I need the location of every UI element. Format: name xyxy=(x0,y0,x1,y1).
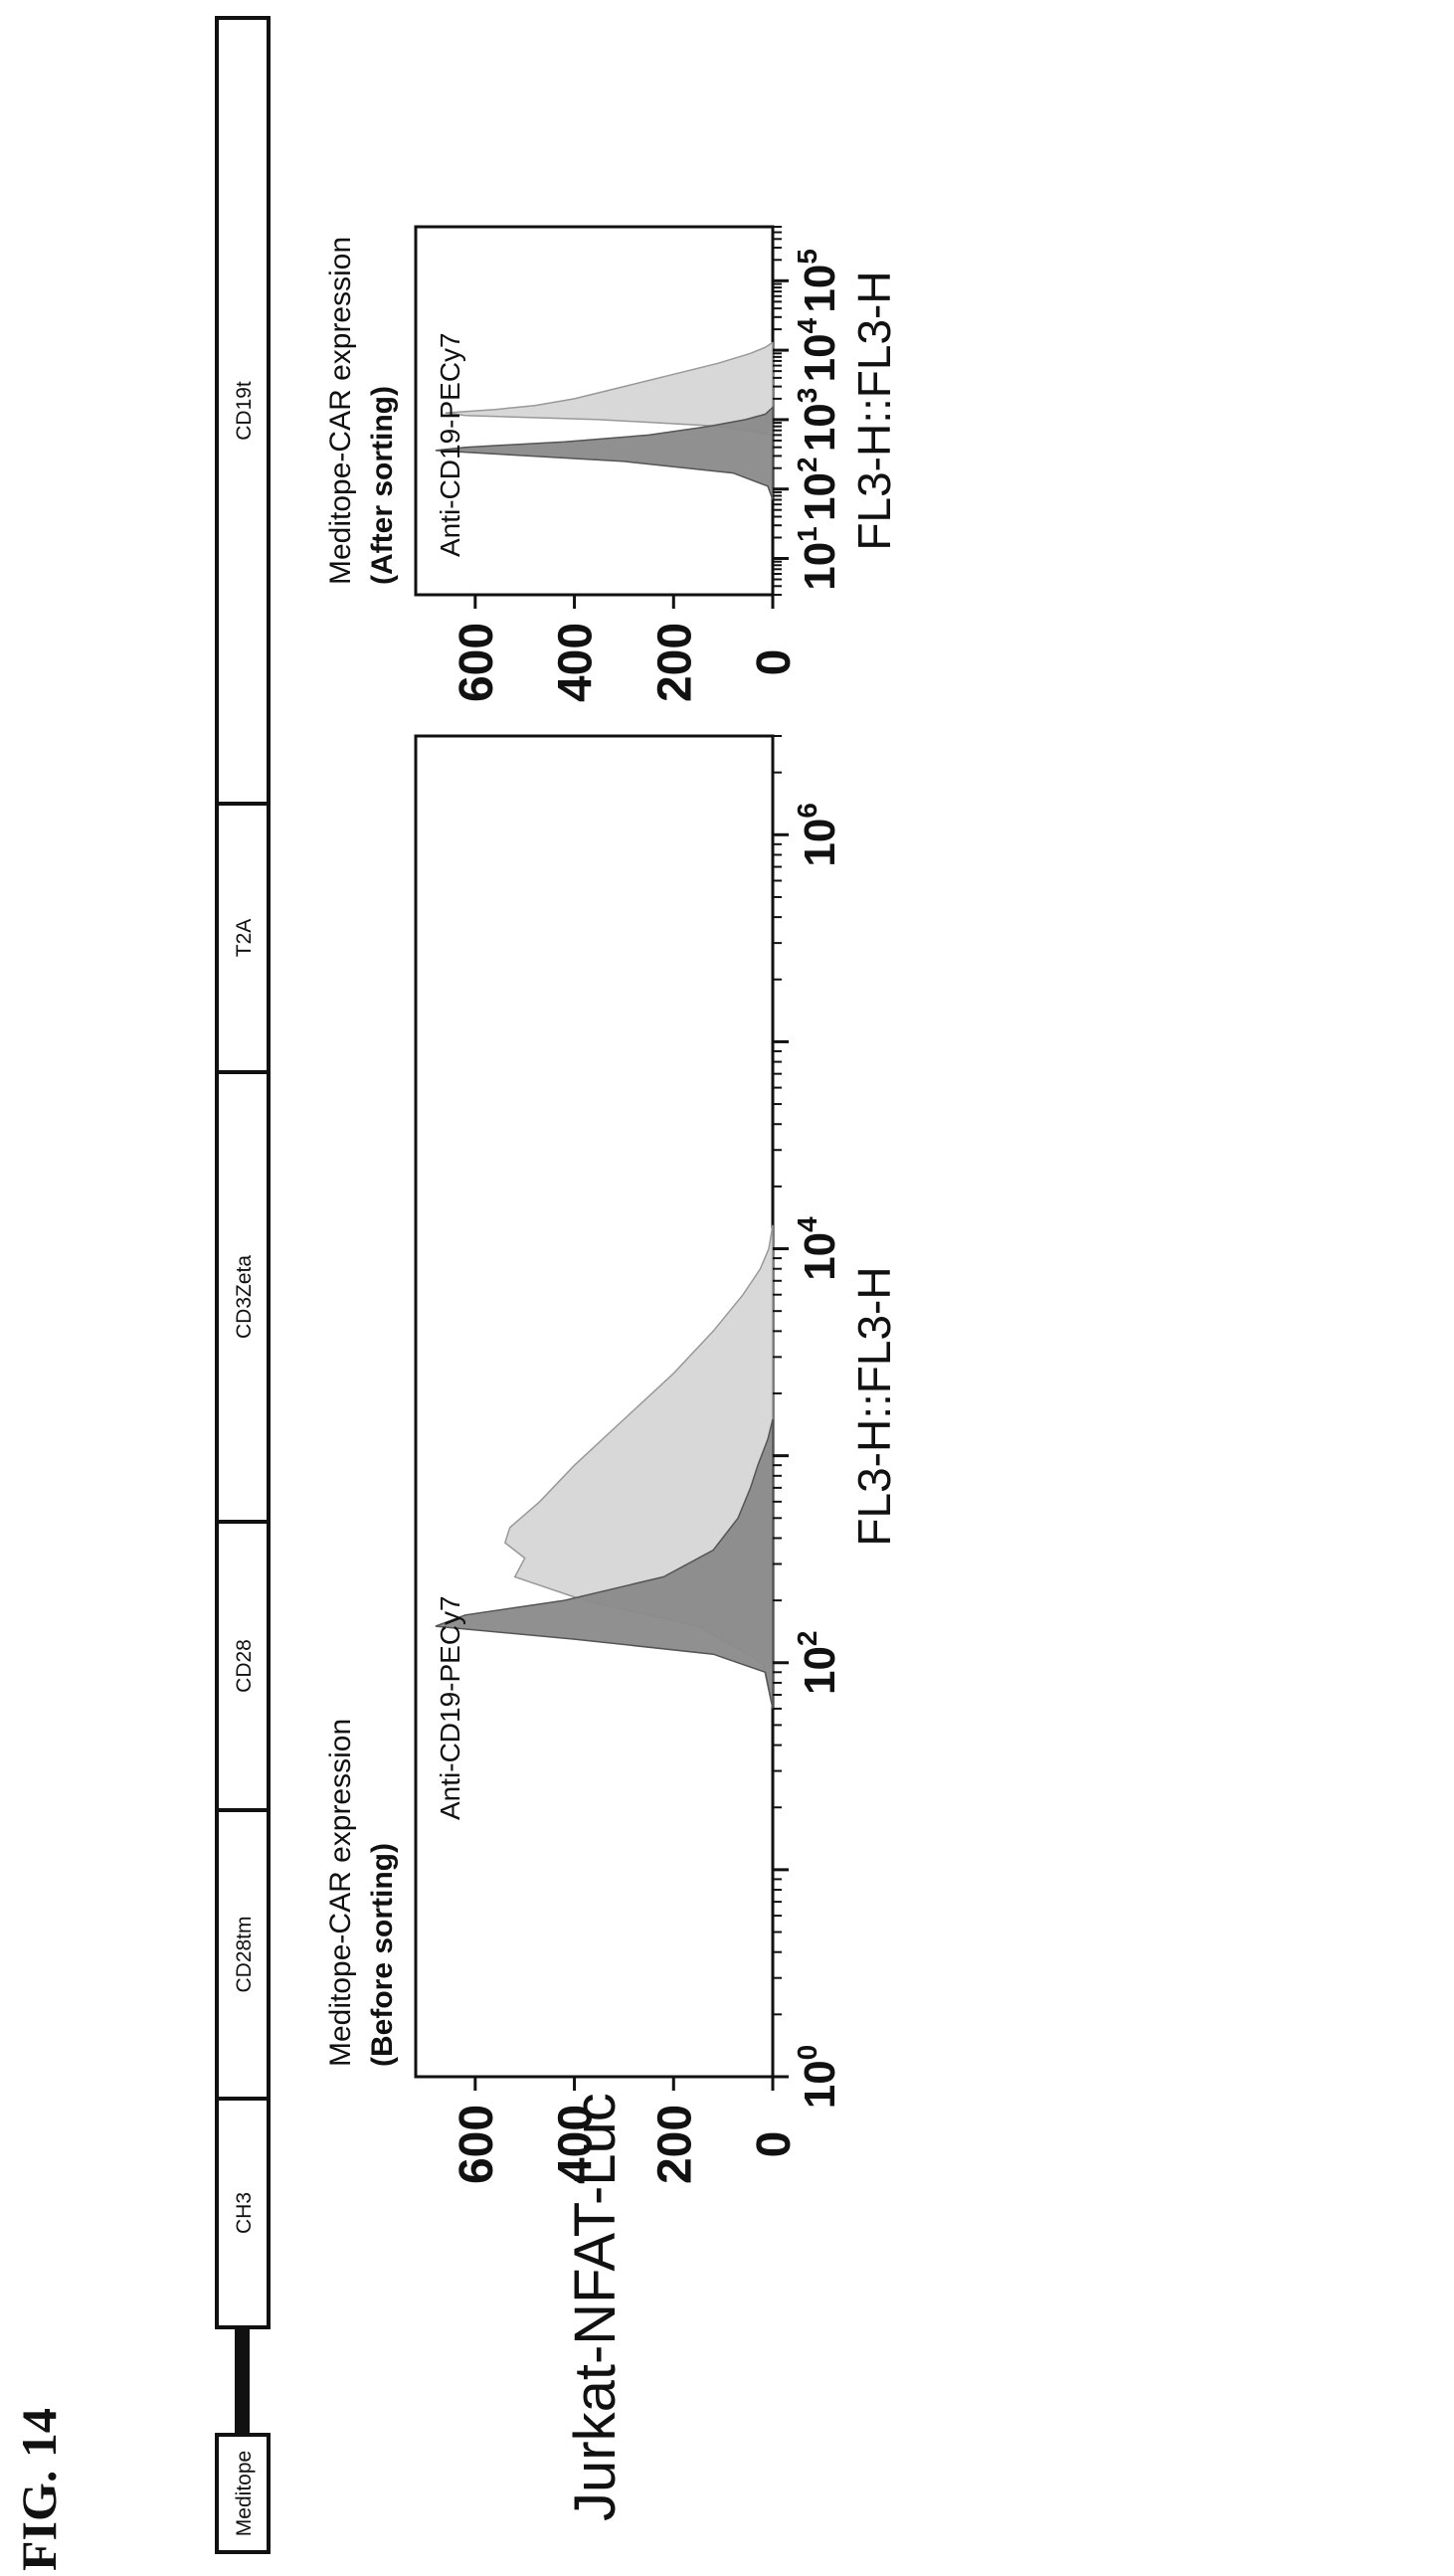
x-tick-base: 10 xyxy=(796,542,844,591)
histogram-after-sorting: 0200400600101102103104105FL3-H::FL3-HMed… xyxy=(324,225,900,702)
segment-cd3zeta: CD3Zeta xyxy=(215,1070,271,1524)
svg-text:101: 101 xyxy=(792,526,844,591)
svg-text:106: 106 xyxy=(792,803,844,867)
x-tick-base: 10 xyxy=(796,2060,844,2109)
chart-title-line1: Meditope-CAR expression xyxy=(324,1719,357,2067)
x-tick-base: 10 xyxy=(796,1232,844,1281)
x-axis-label: FL3-H::FL3-H xyxy=(848,1266,900,1546)
x-tick-label: 102 xyxy=(792,1631,844,1696)
x-tick-exponent: 2 xyxy=(792,457,822,472)
y-tick-label: 600 xyxy=(451,623,503,702)
x-tick-exponent: 3 xyxy=(792,388,822,404)
segment-label: Meditope xyxy=(233,2451,256,2536)
svg-text:102: 102 xyxy=(792,457,844,521)
svg-text:103: 103 xyxy=(792,388,844,453)
x-tick-exponent: 0 xyxy=(792,2045,822,2061)
x-tick-label: 101 xyxy=(792,526,844,591)
segment-label: T2A xyxy=(233,919,256,958)
y-tick-label: 0 xyxy=(748,649,801,676)
segment-label: CD28tm xyxy=(233,1916,256,1992)
figure-label: FIG. 14 xyxy=(11,2408,67,2571)
x-tick-exponent: 4 xyxy=(792,317,822,333)
x-tick-label: 103 xyxy=(792,388,844,453)
x-tick-label: 104 xyxy=(792,317,844,382)
x-tick-exponent: 1 xyxy=(792,526,822,542)
series-negative-histogram xyxy=(435,1418,774,1710)
x-tick-base: 10 xyxy=(796,333,844,382)
x-tick-exponent: 6 xyxy=(792,803,822,819)
x-tick-base: 10 xyxy=(796,1646,844,1695)
stain-annotation: Anti-CD19-PECy7 xyxy=(435,332,465,557)
segment-ch3: CH3 xyxy=(215,2097,271,2329)
x-tick-label: 104 xyxy=(792,1216,844,1281)
y-tick-label: 400 xyxy=(550,623,603,702)
series-negative-histogram xyxy=(435,405,774,500)
segment-label: CD3Zeta xyxy=(233,1255,256,1339)
y-tick-label: 0 xyxy=(748,2131,801,2158)
construct-diagram: Meditope CH3 CD28tm CD28 CD3Zeta T2A xyxy=(215,16,271,2554)
segment-meditope: Meditope xyxy=(215,2433,271,2554)
x-tick-base: 10 xyxy=(796,265,844,313)
x-tick-exponent: 4 xyxy=(792,1216,822,1232)
x-tick-label: 100 xyxy=(792,2045,844,2110)
chart-title-line2: (After sorting) xyxy=(366,386,399,585)
chart-title-line2: (Before sorting) xyxy=(366,1843,399,2067)
chart-title-line1: Meditope-CAR expression xyxy=(324,237,357,585)
segment-label: CD28 xyxy=(233,1639,256,1693)
segment-cd28tm: CD28tm xyxy=(215,1808,271,2101)
x-tick-label: 105 xyxy=(792,249,844,313)
y-tick-label: 600 xyxy=(451,2105,503,2184)
x-axis-label: FL3-H::FL3-H xyxy=(848,271,900,550)
series-positive-histogram xyxy=(445,341,774,437)
svg-text:104: 104 xyxy=(792,1216,844,1281)
x-tick-base: 10 xyxy=(796,472,844,521)
x-tick-base: 10 xyxy=(796,403,844,452)
x-tick-label: 102 xyxy=(792,457,844,521)
linker-bar xyxy=(235,2327,250,2435)
stain-annotation: Anti-CD19-PECy7 xyxy=(435,1595,465,1820)
y-tick-label: 400 xyxy=(550,2105,603,2184)
cell-line-label: Jurkat-NFAT-Luc xyxy=(563,2093,628,2521)
segment-cd28: CD28 xyxy=(215,1520,271,1812)
svg-text:105: 105 xyxy=(792,249,844,313)
svg-text:104: 104 xyxy=(792,317,844,382)
y-tick-label: 200 xyxy=(648,2105,701,2184)
svg-text:100: 100 xyxy=(792,2045,844,2110)
segment-label: CH3 xyxy=(233,2192,256,2234)
x-tick-exponent: 5 xyxy=(792,249,822,265)
histogram-before-sorting: 0200400600100102104106FL3-H::FL3-HMedito… xyxy=(324,734,900,2184)
y-tick-label: 200 xyxy=(648,623,701,702)
segment-t2a: T2A xyxy=(215,802,271,1074)
segment-label: CD19t xyxy=(233,381,256,441)
segment-cd19t: CD19t xyxy=(215,16,271,806)
x-tick-exponent: 2 xyxy=(792,1631,822,1647)
x-tick-base: 10 xyxy=(796,819,844,867)
svg-text:102: 102 xyxy=(792,1631,844,1696)
x-tick-label: 106 xyxy=(792,803,844,867)
